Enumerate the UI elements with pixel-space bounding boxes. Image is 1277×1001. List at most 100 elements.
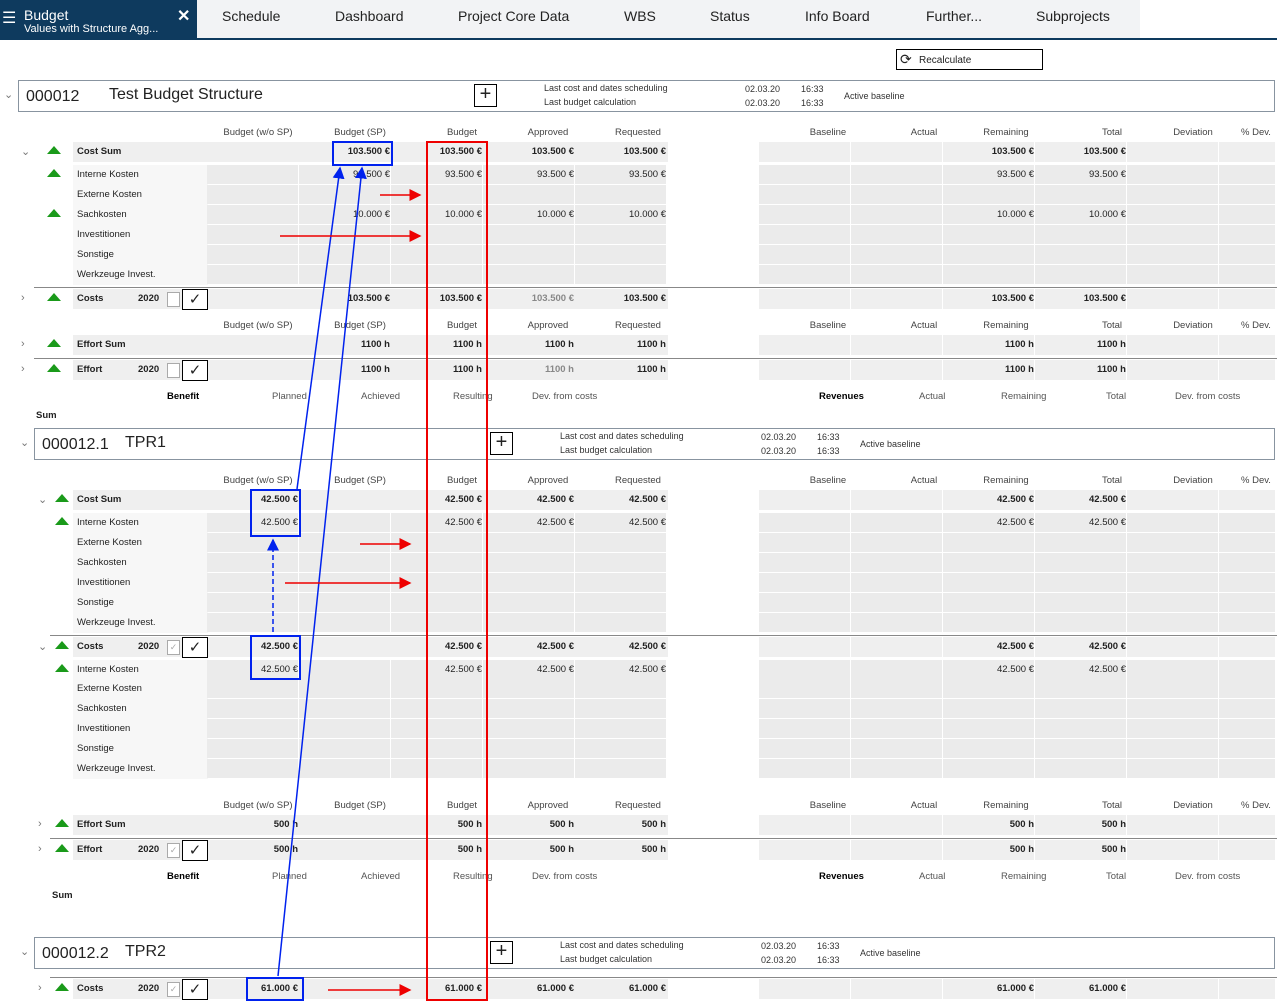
grid-cell (1035, 335, 1126, 355)
grid-cell (1219, 265, 1275, 284)
value-cell: 500 h (549, 844, 574, 855)
grid-cell (575, 613, 666, 632)
project-id: 000012.2 (42, 945, 109, 962)
calc-date: 02.03.20 (761, 446, 797, 456)
grid-cell (207, 719, 298, 738)
row-label: Effort (77, 364, 103, 375)
grid-cell (391, 739, 482, 758)
row-background (73, 815, 668, 835)
add-icon[interactable]: + (490, 432, 513, 455)
blue-box-cost-sum-sp (332, 141, 393, 166)
checkbox[interactable]: ✓ (167, 843, 180, 858)
checkbox[interactable] (167, 363, 180, 378)
column-header: Total (1101, 475, 1123, 486)
year-label: 2020 (138, 641, 160, 652)
tab-status[interactable]: Status (710, 8, 750, 24)
grid-cell (759, 225, 850, 244)
grid-cell (1127, 759, 1218, 778)
tab-info-board[interactable]: Info Board (805, 8, 870, 24)
benefit-header: Remaining (1001, 391, 1047, 402)
confirm-check-button[interactable]: ✓ (182, 840, 208, 861)
tab-further[interactable]: Further... (926, 8, 983, 24)
grid-cell (943, 719, 1034, 738)
value-cell: 93.500 € (1089, 169, 1126, 180)
chevron-right-icon[interactable]: › (21, 363, 25, 375)
grid-cell (759, 533, 850, 552)
grid-cell (1219, 553, 1275, 572)
grid-cell (1127, 360, 1218, 380)
chevron-down-icon[interactable]: ⌄ (4, 89, 14, 101)
grid-cell (575, 245, 666, 264)
grid-cell (299, 225, 390, 244)
chevron-right-icon[interactable]: › (38, 843, 42, 855)
chevron-down-icon[interactable]: ⌄ (21, 146, 31, 158)
grid-cell (483, 553, 574, 572)
grid-cell (483, 573, 574, 592)
tab-schedule[interactable]: Schedule (222, 8, 281, 24)
row-separator (34, 287, 1277, 288)
chevron-down-icon[interactable]: ⌄ (20, 946, 30, 958)
project-name: TPR2 (125, 943, 166, 960)
value-cell: 42.500 € (629, 517, 666, 528)
value-cell: 42.500 € (1089, 517, 1126, 528)
grid-cell (207, 225, 298, 244)
confirm-check-button[interactable]: ✓ (182, 637, 208, 658)
confirm-check-button[interactable]: ✓ (182, 360, 208, 381)
grid-cell (1219, 205, 1275, 224)
last-calc-label: Last budget calculation (560, 954, 653, 964)
value-cell: 500 h (457, 844, 482, 855)
chevron-right-icon[interactable]: › (38, 818, 42, 830)
grid-cell (299, 205, 390, 224)
checkbox[interactable] (167, 292, 180, 307)
grid-cell (851, 637, 942, 657)
benefit-header: Resulting (453, 391, 493, 402)
grid-cell (851, 165, 942, 184)
grid-cell (1035, 840, 1126, 860)
grid-cell (207, 759, 298, 778)
value-cell: 1100 h (636, 364, 666, 375)
grid-cell (851, 513, 942, 532)
recalculate-button[interactable]: ⟳ Recalculate (896, 49, 1043, 70)
value-cell: 42.500 € (261, 494, 298, 505)
chevron-down-icon[interactable]: ⌄ (20, 437, 30, 449)
close-icon[interactable]: ✕ (177, 8, 191, 25)
add-icon[interactable]: + (490, 941, 513, 964)
status-up-icon (55, 517, 69, 525)
benefit-header: Total (1106, 871, 1127, 882)
value-cell: 42.500 € (537, 641, 574, 652)
value-cell: 1100 h (1004, 339, 1034, 350)
chevron-right-icon[interactable]: › (38, 982, 42, 994)
row-label: Interne Kosten (77, 664, 139, 675)
tab-bar-filler (1140, 0, 1277, 38)
grid-cell (575, 739, 666, 758)
value-cell: 1100 h (544, 364, 574, 375)
grid-cell (759, 840, 850, 860)
grid-cell (207, 699, 298, 718)
column-header: Budget (446, 800, 478, 811)
tab-subprojects[interactable]: Subprojects (1036, 8, 1110, 24)
project-header: 000012 Test Budget Structure + Last cost an… (18, 80, 1275, 112)
chevron-down-icon[interactable]: ⌄ (38, 641, 48, 653)
add-icon[interactable]: + (474, 84, 497, 107)
value-cell: 61.000 € (537, 983, 574, 994)
grid-cell (943, 245, 1034, 264)
value-cell: 61.000 € (629, 983, 666, 994)
project-header: 000012.2 TPR2 + Last cost and dates schedul… (34, 937, 1275, 969)
grid-cell (299, 185, 390, 204)
row-label: Interne Kosten (77, 169, 139, 180)
tab-project-core-data[interactable]: Project Core Data (458, 8, 570, 24)
row-background (73, 205, 208, 225)
grid-cell (1127, 699, 1218, 718)
tab-dashboard[interactable]: Dashboard (335, 8, 404, 24)
checkbox[interactable]: ✓ (167, 982, 180, 997)
chevron-right-icon[interactable]: › (21, 338, 25, 350)
chevron-right-icon[interactable]: › (21, 292, 25, 304)
tab-wbs[interactable]: WBS (624, 8, 656, 24)
chevron-down-icon[interactable]: ⌄ (38, 494, 48, 506)
checkbox[interactable]: ✓ (167, 640, 180, 655)
confirm-check-button[interactable]: ✓ (182, 289, 208, 310)
row-background (73, 637, 668, 657)
value-cell: 103.500 € (1083, 293, 1126, 304)
confirm-check-button[interactable]: ✓ (182, 979, 208, 1000)
hamburger-icon[interactable]: ☰ (2, 10, 17, 27)
